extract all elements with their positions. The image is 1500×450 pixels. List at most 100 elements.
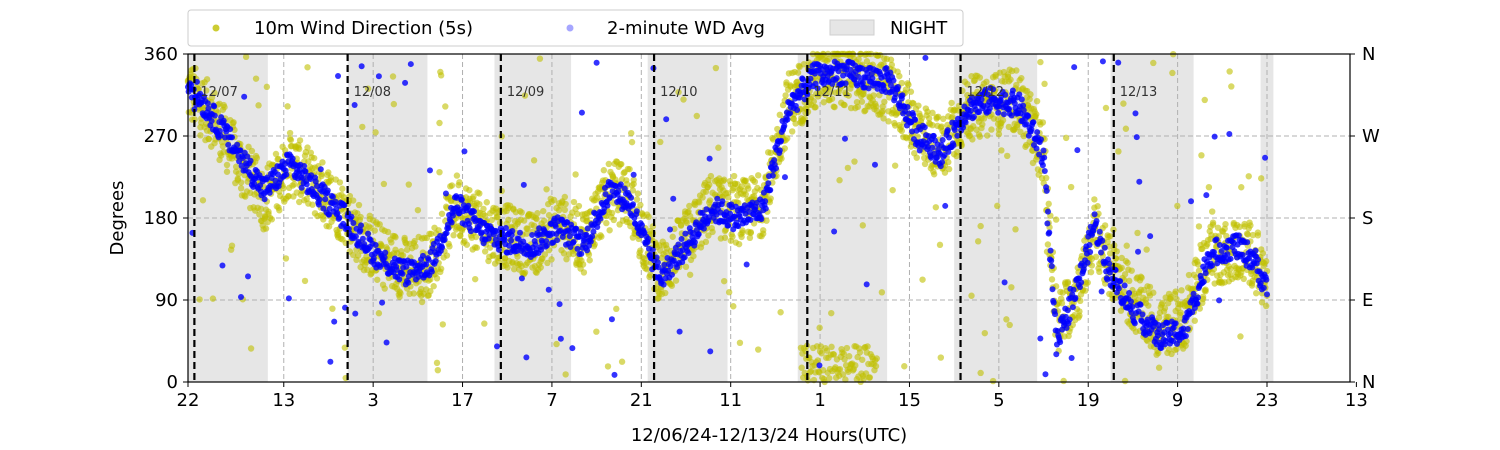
wind-direction-point (514, 253, 521, 260)
wd-avg-point (928, 154, 935, 161)
wd-avg-point (1008, 112, 1015, 119)
wd-avg-point (358, 63, 365, 70)
wind-direction-point (836, 177, 843, 184)
wind-direction-point (1143, 246, 1150, 253)
wd-avg-point (227, 126, 234, 133)
wind-direction-point (693, 112, 700, 120)
wind-direction-point (561, 206, 569, 214)
wind-direction-point (1096, 268, 1103, 276)
wind-direction-point (304, 144, 311, 151)
wind-direction-point (1165, 313, 1172, 320)
legend-label-wind-direction: 10m Wind Direction (5s) (254, 18, 473, 39)
wd-avg-point (554, 237, 561, 244)
wind-direction-point (574, 210, 581, 218)
wd-avg-point (691, 239, 698, 246)
wd-avg-point (758, 216, 765, 223)
wind-direction-point (929, 121, 936, 129)
wind-direction-point (296, 137, 304, 144)
wind-direction-point (1033, 111, 1040, 118)
wind-direction-point (268, 216, 276, 223)
wd-avg-point (682, 230, 689, 237)
wd-avg-point (794, 106, 801, 113)
wd-avg-point (517, 229, 523, 236)
wind-direction-point (705, 232, 712, 239)
x-tick-label-9: 5 (993, 390, 1004, 411)
wd-avg-point (461, 148, 468, 155)
wind-direction-point (203, 87, 210, 94)
wind-direction-point (265, 208, 272, 215)
wind-direction-point (613, 305, 620, 313)
wd-avg-point (1028, 126, 1035, 133)
wd-avg-point (747, 216, 754, 223)
wd-avg-point (335, 73, 342, 80)
wind-direction-point (657, 138, 664, 146)
wd-avg-point (351, 102, 358, 109)
wind-direction-point (562, 371, 569, 378)
wd-avg-point (1069, 304, 1076, 311)
wd-avg-point (356, 240, 363, 247)
wind-direction-point (823, 347, 831, 354)
wind-direction-point (755, 172, 762, 179)
wind-direction-point (476, 200, 483, 208)
wind-direction-point (647, 271, 654, 279)
wind-direction-point (1201, 96, 1208, 104)
wind-direction-point (818, 350, 825, 357)
wind-direction-point (504, 264, 511, 271)
wd-avg-point (655, 264, 662, 271)
wind-direction-point (1084, 279, 1091, 286)
wind-direction-point (561, 193, 569, 201)
wd-avg-point (649, 246, 656, 253)
x-tick-label-13: 13 (1345, 390, 1368, 411)
wind-direction-point (1195, 267, 1203, 275)
wd-avg-point (1096, 228, 1103, 235)
wd-avg-point (930, 132, 937, 139)
wind-direction-point (437, 72, 445, 79)
wd-avg-point (1194, 300, 1201, 307)
wd-avg-point (1172, 320, 1179, 327)
wind-direction-point (1120, 100, 1127, 107)
wind-direction-point (1236, 223, 1243, 231)
wd-avg-point (1224, 251, 1231, 258)
wd-avg-point (322, 196, 329, 203)
wd-avg-point (315, 201, 322, 208)
wind-direction-point (1177, 309, 1184, 316)
legend-marker-night (829, 19, 875, 36)
wd-avg-point (864, 70, 871, 77)
wind-direction-point (372, 129, 379, 136)
wd-avg-point (1034, 129, 1041, 136)
wd-avg-point (350, 220, 357, 227)
wind-direction-point (1092, 253, 1100, 261)
wind-direction-point (550, 196, 558, 204)
wind-direction-point (1013, 67, 1020, 74)
wd-avg-point (1070, 286, 1077, 293)
wd-avg-point (1182, 333, 1189, 340)
wind-direction-point (481, 248, 489, 255)
day-marker-label-4: 12/11 (813, 85, 850, 100)
wind-direction-point (840, 350, 848, 357)
wd-avg-point (538, 246, 545, 253)
wd-avg-point (266, 189, 273, 196)
wind-direction-point (720, 277, 728, 285)
wind-direction-point (633, 196, 641, 203)
wind-direction-point (964, 81, 971, 88)
wind-direction-point (1172, 288, 1179, 295)
wind-direction-point (427, 288, 434, 295)
wd-avg-point (1052, 311, 1059, 318)
wind-direction-point (828, 343, 835, 351)
wind-direction-point (825, 55, 832, 63)
wind-direction-point (729, 233, 736, 240)
wd-avg-point (1000, 111, 1007, 118)
wind-direction-point (630, 176, 637, 184)
wind-direction-point (1253, 289, 1260, 297)
wd-avg-point (628, 194, 635, 201)
wd-avg-point (229, 134, 236, 141)
wd-avg-point (570, 238, 577, 245)
wd-avg-point (1030, 119, 1037, 126)
wd-avg-point (1218, 247, 1225, 254)
wd-avg-point (302, 168, 309, 175)
wd-avg-point (359, 235, 366, 242)
wind-direction-point (822, 91, 829, 98)
wind-direction-point (357, 213, 364, 221)
wd-avg-point (668, 271, 675, 278)
wind-direction-point (828, 95, 836, 102)
